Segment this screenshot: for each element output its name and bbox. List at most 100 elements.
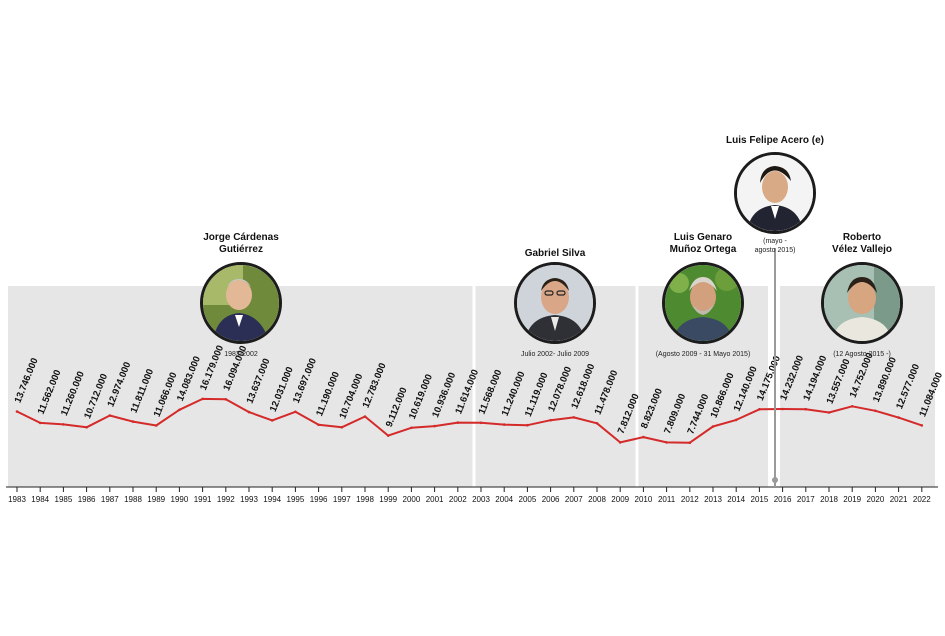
x-tick-label-1994: 1994 [263,495,281,504]
x-tick-label-1990: 1990 [171,495,189,504]
x-tick-label-1986: 1986 [78,495,96,504]
x-tick-label-2008: 2008 [588,495,606,504]
portrait-period-munoz: (Agosto 2009 - 31 Mayo 2015) [655,351,751,358]
acero-pin [772,248,778,487]
x-tick-label-1993: 1993 [240,495,258,504]
x-tick-label-2003: 2003 [472,495,490,504]
x-tick-label-2002: 2002 [449,495,467,504]
data-point-2005 [526,423,529,427]
portrait-velez [821,262,903,344]
x-tick-label-1999: 1999 [379,495,397,504]
data-point-2006 [549,418,552,422]
x-tick-label-1992: 1992 [217,495,235,504]
portrait-name-acero: Luis Felipe Acero (e) [726,135,824,146]
data-point-1992 [224,398,228,401]
portrait-name-velez: Roberto Vélez Vallejo [831,232,893,255]
data-point-2002 [456,421,460,424]
data-point-1997 [340,426,344,429]
x-tick-label-2011: 2011 [658,495,676,504]
data-point-1986 [85,426,88,429]
portrait-period-velez: (12 Agosto 2015 -) [833,351,891,358]
x-tick-label-2001: 2001 [426,495,444,504]
x-tick-label-1995: 1995 [287,495,305,504]
person-photo-icon [517,265,593,341]
data-point-1994 [270,419,274,422]
portrait-period-acero: (mayo - agosto 2015) [754,238,796,254]
data-point-2014 [734,418,738,422]
person-photo-icon [824,265,900,341]
portrait-period-cardenas: 1983-2002 [224,351,258,358]
data-point-2020 [874,409,877,413]
x-tick-label-1991: 1991 [194,495,212,504]
x-tick-label-2015: 2015 [751,495,769,504]
series-line [16,397,923,444]
x-tick-label-2004: 2004 [495,495,513,504]
data-point-1988 [131,420,135,423]
data-point-2015 [758,408,761,411]
data-point-2022 [920,424,924,427]
portrait-munoz [662,262,744,344]
x-tick-label-1987: 1987 [101,495,119,504]
data-point-2013 [711,425,715,428]
data-point-2009 [618,441,622,444]
data-point-1995 [294,410,297,414]
x-tick-label-1998: 1998 [356,495,374,504]
data-point-1998 [363,415,367,418]
data-point-1993 [247,410,251,414]
data-point-2004 [502,423,506,426]
person-photo-icon [665,265,741,341]
x-tick-label-2016: 2016 [774,495,792,504]
x-tick-label-2012: 2012 [681,495,699,504]
data-point-2016 [781,407,784,411]
acero-pin-dot [772,477,778,483]
data-point-2008 [595,422,599,425]
x-tick-label-2020: 2020 [867,495,885,504]
x-tick-label-1985: 1985 [55,495,73,504]
x-tick-label-2005: 2005 [519,495,537,504]
x-tick-label-2007: 2007 [565,495,583,504]
data-point-2017 [804,407,808,411]
x-tick-label-2017: 2017 [797,495,815,504]
x-tick-label-2019: 2019 [843,495,861,504]
x-tick-label-2013: 2013 [704,495,722,504]
portrait-acero [734,152,816,234]
x-tick-label-2006: 2006 [542,495,560,504]
x-tick-label-1989: 1989 [147,495,165,504]
x-tick-label-1988: 1988 [124,495,142,504]
portrait-name-silva: Gabriel Silva [524,248,586,259]
portrait-silva [514,262,596,344]
data-point-1985 [62,423,65,426]
data-point-2007 [572,416,576,419]
x-tick-label-1983: 1983 [8,495,26,504]
portrait-period-silva: Julio 2002- Julio 2009 [520,351,590,358]
x-tick-label-2000: 2000 [403,495,421,504]
data-point-2018 [827,411,831,414]
x-tick-label-1984: 1984 [31,495,49,504]
series-line-group [15,397,924,445]
x-tick-label-2010: 2010 [635,495,653,504]
data-point-1984 [38,421,42,425]
x-tick-label-2014: 2014 [727,495,745,504]
x-tick-label-2018: 2018 [820,495,838,504]
portrait-name-munoz: Luis Genaro Muñoz Ortega [669,232,737,255]
data-point-2010 [642,435,645,439]
x-tick-label-2022: 2022 [913,495,931,504]
portrait-name-cardenas: Jorge Cárdenas Gutiérrez [203,232,279,255]
x-tick-label-1996: 1996 [310,495,328,504]
data-point-2000 [410,426,413,430]
data-point-2012 [688,441,692,445]
data-point-1996 [317,423,320,427]
x-axis: 1983 1984 1985 1986 1987 1988 1989 1990 1991 1992… [6,486,938,504]
data-point-1999 [386,434,390,437]
x-tick-label-1997: 1997 [333,495,351,504]
data-point-2019 [850,405,854,408]
x-tick-label-2009: 2009 [611,495,629,504]
data-point-2011 [665,441,668,444]
x-tick-label-2021: 2021 [890,495,908,504]
data-point-1989 [154,424,158,427]
person-photo-icon [737,155,813,231]
data-point-1991 [201,397,204,401]
data-point-2001 [433,424,436,428]
